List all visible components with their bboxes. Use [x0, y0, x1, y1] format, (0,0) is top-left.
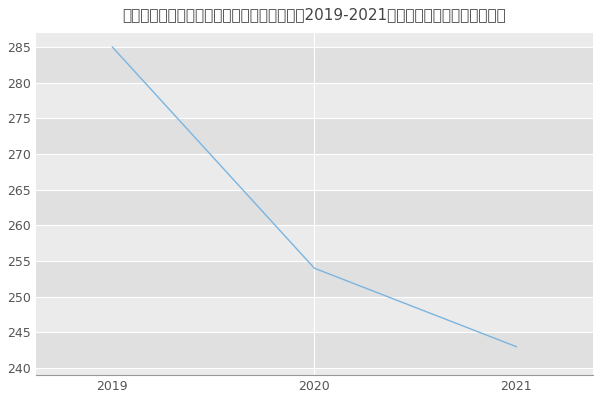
Bar	[35, 47, 593, 83]
Bar	[35, 261, 593, 297]
Bar	[35, 190, 593, 226]
Title: 昆明理工大学冶金与能源工程学院钒铁冶金（2019-2021历年复试）研究生录取分数线: 昆明理工大学冶金与能源工程学院钒铁冶金（2019-2021历年复试）研究生录取分…	[122, 7, 506, 22]
Bar	[35, 118, 593, 154]
Bar	[35, 332, 593, 368]
